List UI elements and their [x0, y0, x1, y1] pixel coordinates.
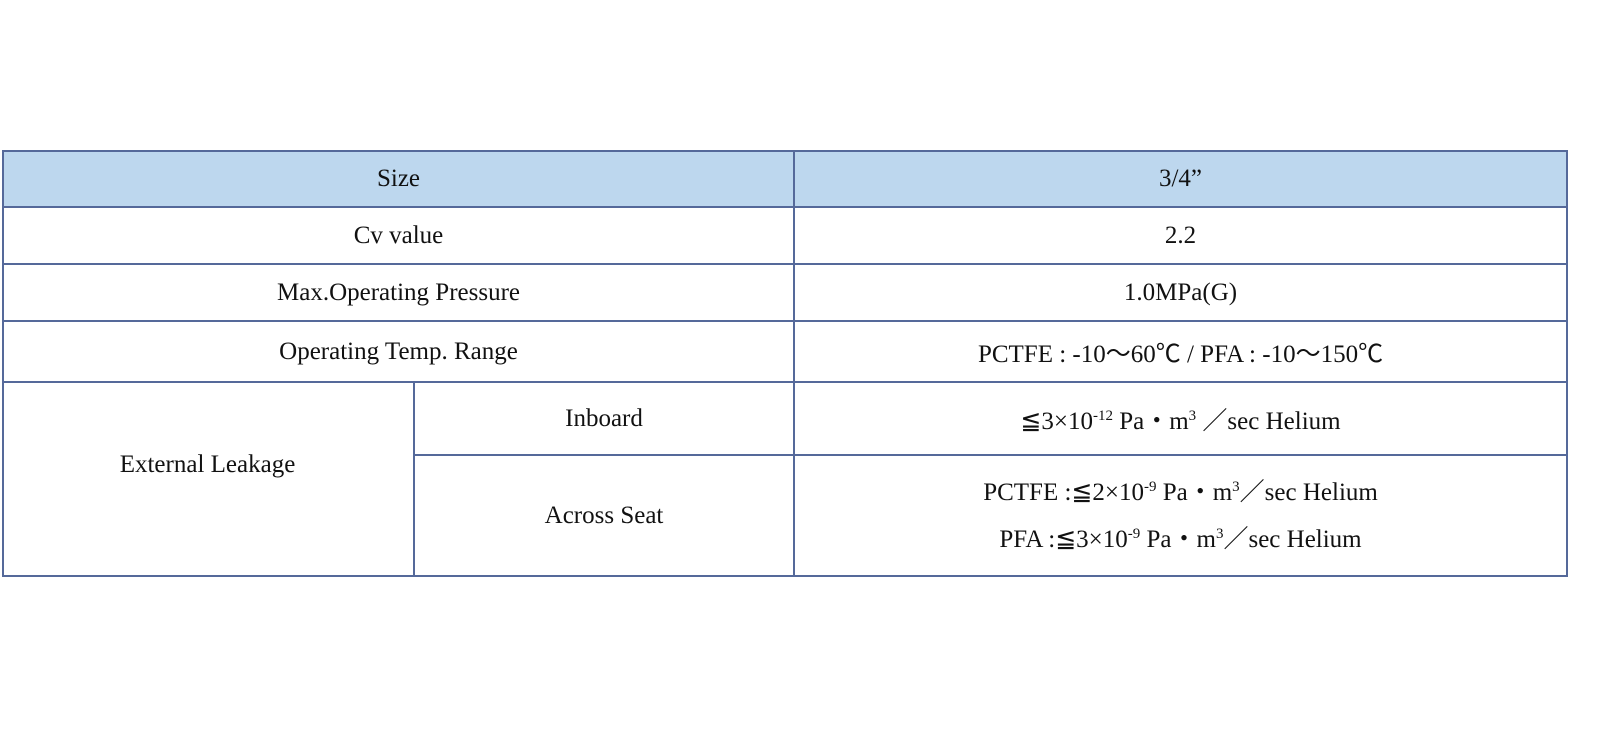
- header-row: Size 3/4”: [1, 150, 1569, 208]
- cell: External Leakage: [2, 381, 415, 577]
- cell: 3/4”: [793, 150, 1569, 208]
- cell: Cv value: [1, 206, 796, 265]
- text: Pa・m: [1156, 478, 1233, 506]
- text: ／sec Helium: [1239, 478, 1378, 506]
- superscript: 3: [1215, 525, 1224, 542]
- cell: Across Seat: [412, 454, 796, 577]
- cell: Inboard: [412, 381, 796, 456]
- spec-table: Size 3/4” Cv value 2.2 Max.Operating Pre…: [1, 150, 1569, 577]
- text: Pa・m: [1140, 525, 1216, 553]
- cell: Operating Temp. Range: [1, 320, 796, 383]
- cell: PCTFE : -10～60℃ / PFA : -10～150℃: [793, 320, 1569, 383]
- text: Pa・m: [1112, 407, 1189, 435]
- text-line: PCTFE :≦2×10-9 Pa・m3／sec Helium: [795, 469, 1566, 516]
- cell-text: External Leakage: [119, 451, 296, 478]
- superscript: -9: [1127, 525, 1141, 542]
- text: ／sec Helium: [1196, 407, 1341, 435]
- superscript: -12: [1092, 407, 1113, 424]
- cell: 2.2: [793, 206, 1569, 265]
- text-line: PFA :≦3×10-9 Pa・m3／sec Helium: [795, 516, 1566, 563]
- cell: Size: [1, 150, 796, 208]
- text: PCTFE :≦2×10: [983, 478, 1144, 506]
- text: PFA :≦3×10: [999, 525, 1128, 553]
- superscript: 3: [1188, 407, 1197, 424]
- superscript: -9: [1143, 478, 1157, 495]
- cell: ≦3×10-12 Pa・m3 ／sec Helium: [793, 381, 1569, 456]
- row: External Leakage Inboard ≦3×10-12 Pa・m3 …: [2, 381, 1569, 577]
- superscript: 3: [1232, 478, 1240, 495]
- row: Cv value 2.2: [1, 206, 1569, 265]
- cell: 1.0MPa(G): [793, 263, 1569, 322]
- row: Operating Temp. Range PCTFE : -10～60℃ / …: [1, 320, 1569, 383]
- text: ／sec Helium: [1223, 525, 1362, 553]
- row: Across Seat PCTFE :≦2×10-9 Pa・m3／sec Hel…: [3, 454, 1569, 577]
- cell: Max.Operating Pressure: [1, 263, 796, 322]
- row: Max.Operating Pressure 1.0MPa(G): [1, 263, 1569, 322]
- text: ≦3×10: [1020, 407, 1093, 435]
- cell: PCTFE :≦2×10-9 Pa・m3／sec Helium PFA :≦3×…: [793, 454, 1569, 577]
